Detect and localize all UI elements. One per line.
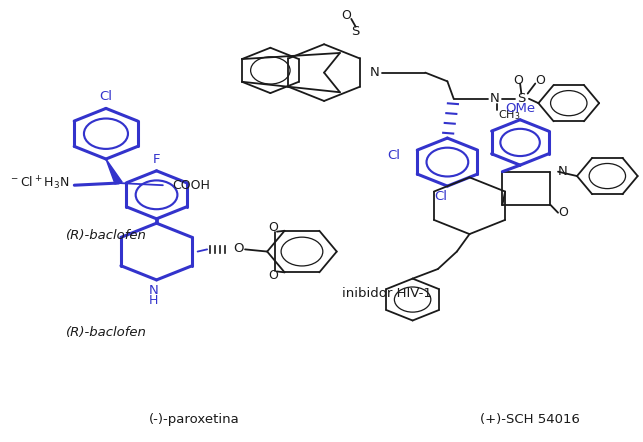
Text: Cl: Cl bbox=[100, 90, 113, 103]
Text: S: S bbox=[517, 92, 525, 105]
Text: COOH: COOH bbox=[172, 179, 210, 192]
Text: N: N bbox=[558, 165, 568, 178]
Text: (-)-paroxetina: (-)-paroxetina bbox=[149, 413, 240, 426]
Polygon shape bbox=[106, 159, 122, 184]
Text: (R)-baclofen: (R)-baclofen bbox=[66, 326, 147, 339]
Text: Cl: Cl bbox=[435, 191, 448, 203]
Text: O: O bbox=[268, 269, 278, 282]
Text: $^-$Cl$^+$H$_3$N: $^-$Cl$^+$H$_3$N bbox=[10, 174, 69, 192]
Text: O: O bbox=[341, 9, 351, 23]
Text: N: N bbox=[490, 92, 500, 105]
Text: O: O bbox=[536, 74, 545, 87]
Text: H: H bbox=[149, 294, 158, 307]
Text: N: N bbox=[370, 66, 379, 79]
Text: O: O bbox=[513, 74, 523, 87]
Text: (R)-baclofen: (R)-baclofen bbox=[66, 229, 147, 242]
Text: OMe: OMe bbox=[505, 103, 535, 115]
Text: N: N bbox=[149, 284, 158, 297]
Text: F: F bbox=[153, 153, 160, 166]
Text: O: O bbox=[558, 206, 568, 219]
Text: O: O bbox=[268, 221, 278, 234]
Text: Cl: Cl bbox=[387, 149, 400, 162]
Text: inibidor HIV-1: inibidor HIV-1 bbox=[342, 286, 432, 300]
Text: CH$_3$: CH$_3$ bbox=[498, 108, 520, 122]
Text: (+)-SCH 54016: (+)-SCH 54016 bbox=[480, 413, 579, 426]
Text: O: O bbox=[233, 242, 244, 255]
Text: S: S bbox=[352, 25, 360, 38]
